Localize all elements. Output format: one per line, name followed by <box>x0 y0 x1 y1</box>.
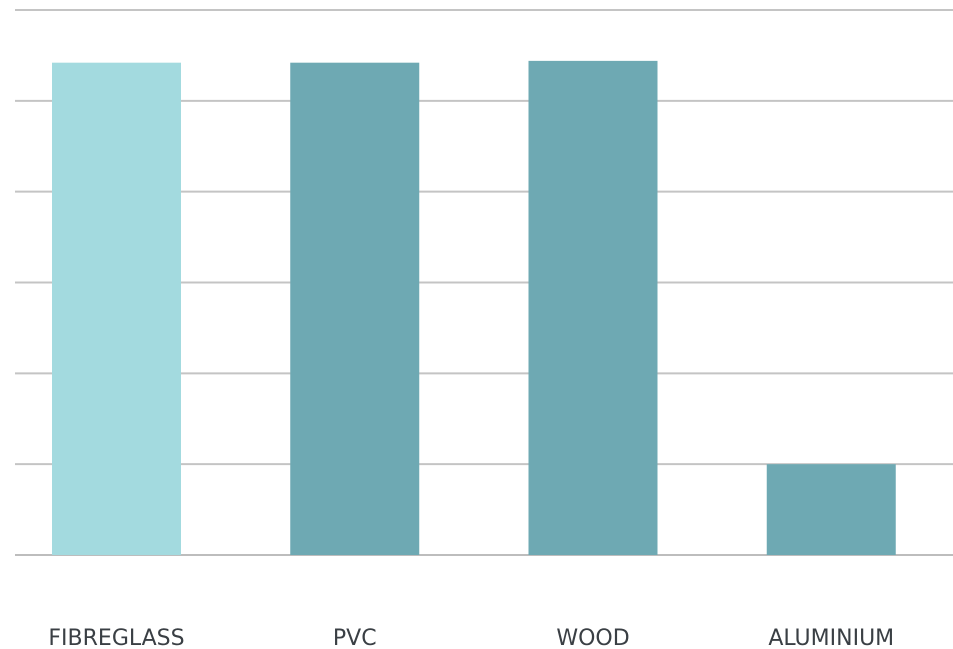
category-label-fibreglass: FIBREGLASS <box>48 626 184 649</box>
bar-aluminium <box>766 464 896 555</box>
bar-pvc <box>290 62 420 555</box>
bar-fibreglass <box>52 62 181 555</box>
bar-wood <box>528 60 658 555</box>
category-label-pvc: PVC <box>333 626 377 649</box>
category-labels: FIBREGLASS PVC WOOD ALUMINIUM <box>48 626 894 649</box>
category-label-wood: WOOD <box>556 626 629 649</box>
category-label-aluminium: ALUMINIUM <box>768 626 894 649</box>
bars <box>52 60 896 555</box>
